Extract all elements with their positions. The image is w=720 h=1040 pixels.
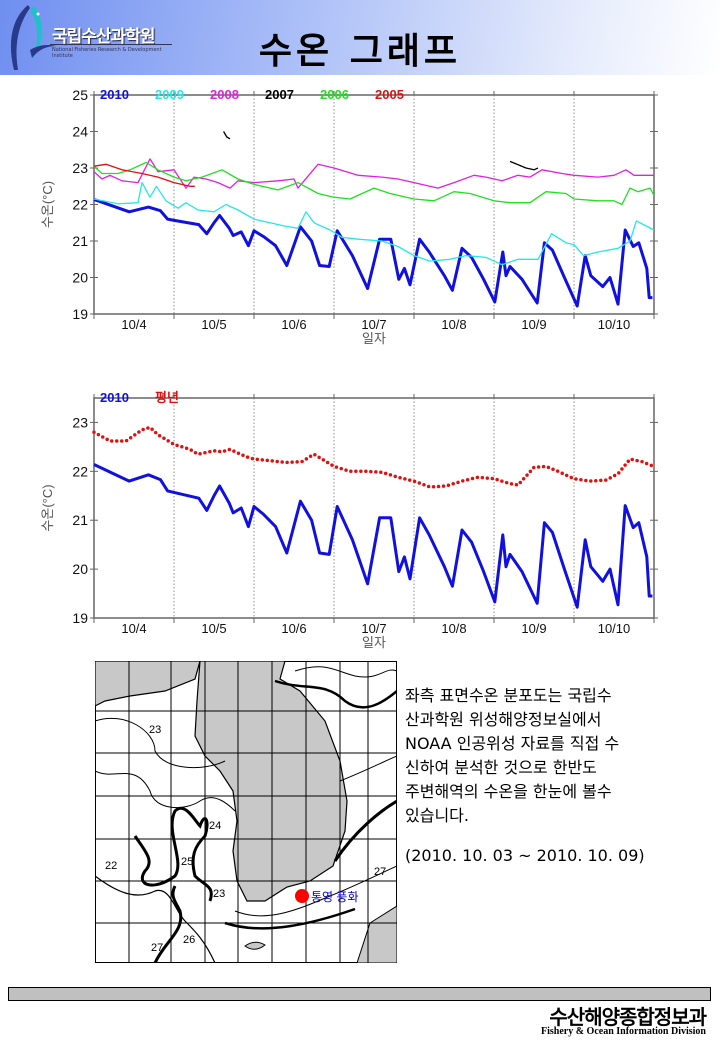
series-line-2007 <box>223 131 231 140</box>
y-tick-label: 22 <box>72 197 88 213</box>
x-tick-label: 10/5 <box>201 317 226 332</box>
x-tick-label: 10/6 <box>281 621 306 636</box>
y-tick-label: 20 <box>72 561 88 577</box>
y-tick-label: 22 <box>72 463 88 479</box>
legend-entry: 2008 <box>210 87 239 102</box>
x-tick-label: 10/4 <box>121 317 146 332</box>
observation-period: (2010. 10. 03 ~ 2010. 10. 09) <box>405 846 645 865</box>
china-coast-land <box>95 661 201 707</box>
contour-label: 23 <box>213 888 225 900</box>
y-tick-label: 21 <box>72 512 88 528</box>
fish-logo-icon <box>10 5 56 70</box>
series-line-2009 <box>93 181 655 266</box>
contour-label: 23 <box>149 724 161 736</box>
series-line-평년 <box>92 425 656 489</box>
series-line-2006 <box>93 161 655 206</box>
chart-yearly-comparison: 10/4 10/5 10/6 10/7 10/8 10/9 10/10 19 20 21 22 23 2… <box>40 87 658 346</box>
contour-label: 26 <box>183 934 195 946</box>
series-line-2005 <box>93 163 195 187</box>
institute-logo: 국립수산과학원 National Fisheries Research & De… <box>0 0 180 75</box>
description-line: 산과학원 위성해양정보실에서 <box>405 710 602 729</box>
series-line-2008 <box>93 158 654 189</box>
division-name-english: Fishery & Ocean Information Division <box>541 1026 706 1037</box>
x-tick-label: 10/9 <box>521 317 546 332</box>
legend-entry: 2010 <box>100 87 129 102</box>
contour-label: 24 <box>209 820 221 832</box>
logo-divider <box>50 44 172 45</box>
y-tick-label: 24 <box>72 124 88 140</box>
x-axis-label: 일자 <box>362 331 386 346</box>
x-tick-label: 10/7 <box>361 317 386 332</box>
header-banner: 국립수산과학원 National Fisheries Research & De… <box>0 0 720 75</box>
location-marker <box>295 889 309 903</box>
series-line-2007 <box>509 160 539 171</box>
location-label: 통영 풍화 <box>311 890 359 904</box>
plot-frame <box>93 397 655 619</box>
legend-entry: 2009 <box>155 87 184 102</box>
chart-2010-vs-normal: 10/4 10/5 10/6 10/7 10/8 10/9 10/10 19 20 21 22 23 일… <box>40 390 658 650</box>
description-line: 주변해역의 수온을 한눈에 볼수 <box>405 782 612 801</box>
description-line: NOAA 인공위성 자료를 직접 수 <box>405 734 620 753</box>
y-tick-label: 23 <box>72 414 88 430</box>
x-tick-label: 10/8 <box>441 621 466 636</box>
x-tick-label: 10/10 <box>598 317 631 332</box>
x-tick-label: 10/8 <box>441 317 466 332</box>
x-tick-label: 10/6 <box>281 317 306 332</box>
korean-peninsula-land <box>194 661 348 902</box>
legend-entry: 2006 <box>320 87 349 102</box>
sst-distribution-map: 23 24 25 22 23 27 26 27 통영 풍화 <box>95 661 397 963</box>
y-tick-label: 21 <box>72 233 88 249</box>
charts-canvas: 10/4 10/5 10/6 10/7 10/8 10/9 10/10 19 20 21 22 23 2… <box>40 87 658 650</box>
japan-land <box>356 905 397 963</box>
logo-text: 국립수산과학원 <box>52 27 155 47</box>
description-text: 좌측 표면수온 분포도는 국립수 산과학원 위성해양정보실에서 NOAA 인공위… <box>405 684 705 828</box>
description-line: 좌측 표면수온 분포도는 국립수 <box>405 686 612 705</box>
y-tick-label: 20 <box>72 270 88 286</box>
description-line: 신하여 분석한 것으로 한반도 <box>405 758 597 777</box>
y-tick-label: 25 <box>72 87 88 103</box>
contour-label: 27 <box>374 866 386 878</box>
x-axis-label: 일자 <box>362 635 386 650</box>
series-line-2010 <box>93 197 653 308</box>
x-tick-label: 10/10 <box>598 621 631 636</box>
contour-label: 27 <box>151 942 163 954</box>
contour-label: 25 <box>181 856 193 868</box>
legend-entry: 2007 <box>265 87 294 102</box>
division-name-korean: 수산해양종합정보과 <box>549 1005 707 1029</box>
map-grid <box>95 661 397 963</box>
y-tick-label: 19 <box>72 610 88 626</box>
description-line: 있습니다. <box>405 806 469 825</box>
logo-subtext: National Fisheries Research & Developmen… <box>52 47 162 59</box>
legend-entry: 2010 <box>100 390 129 405</box>
contour-label: 22 <box>105 860 117 872</box>
y-axis-label: 수온(°C) <box>40 181 55 228</box>
x-tick-label: 10/4 <box>121 621 146 636</box>
legend-entry: 2005 <box>375 87 404 102</box>
isotherm-contours <box>95 666 397 963</box>
y-tick-label: 23 <box>72 160 88 176</box>
legend-entry: 평년 <box>155 390 179 405</box>
jeju-island <box>244 941 266 950</box>
x-tick-label: 10/5 <box>201 621 226 636</box>
y-tick-label: 19 <box>72 306 88 322</box>
footer-bar <box>8 987 711 1001</box>
x-tick-label: 10/9 <box>521 621 546 636</box>
y-axis-label: 수온(°C) <box>40 484 55 531</box>
series-line-2010 <box>93 463 653 609</box>
x-tick-label: 10/7 <box>361 621 386 636</box>
plot-frame <box>93 94 655 315</box>
page-title: 수온 그래프 <box>258 31 462 72</box>
